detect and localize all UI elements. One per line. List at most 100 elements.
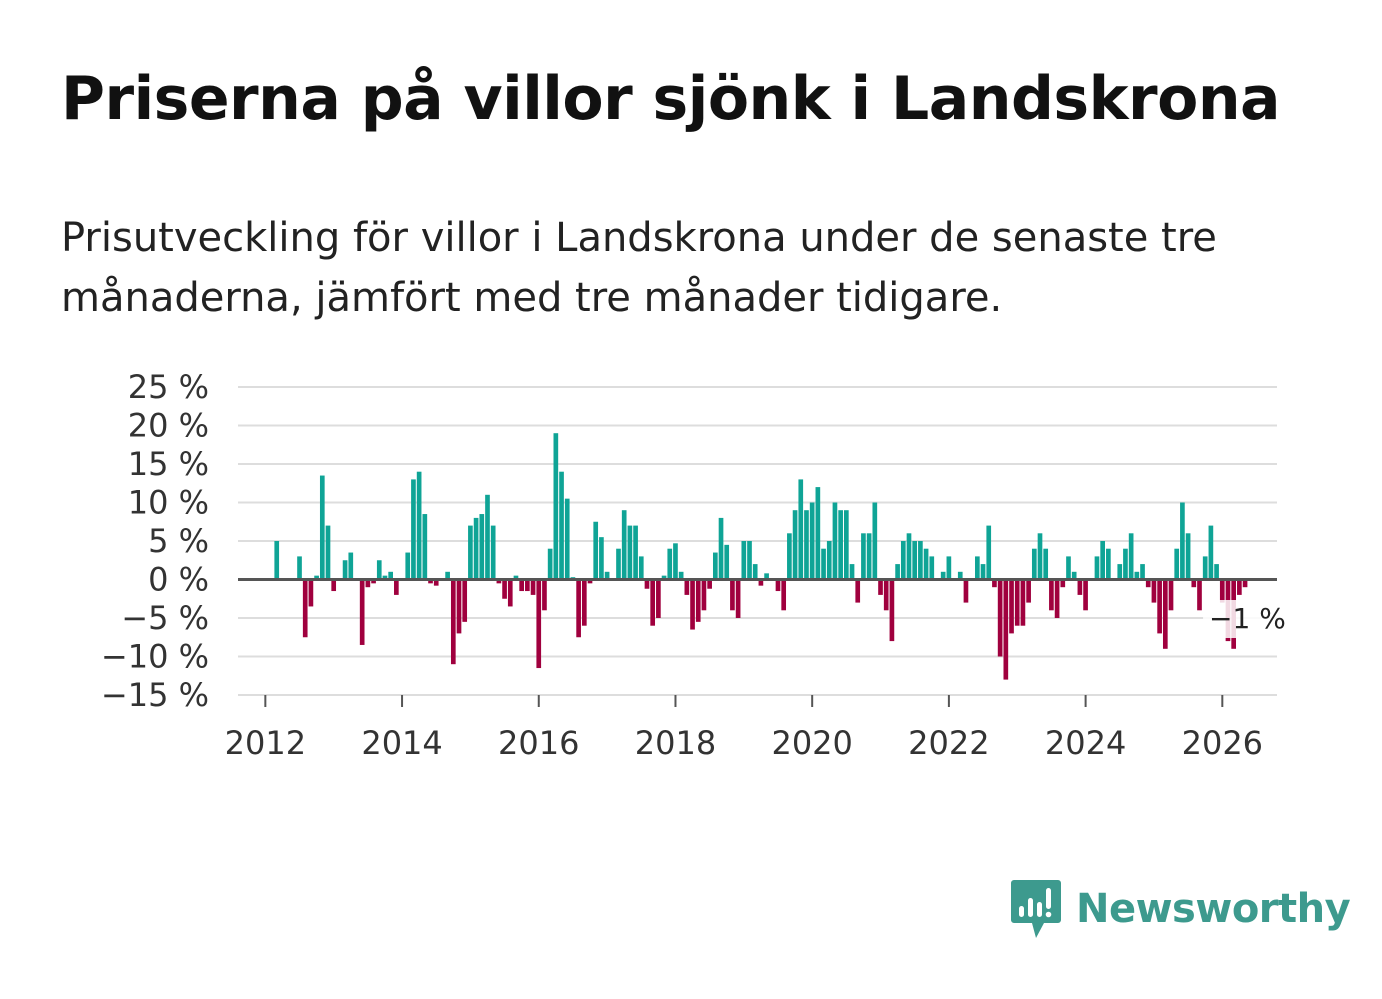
bar	[1191, 579, 1197, 588]
bar	[1049, 579, 1054, 611]
y-tick-label: 10 %	[128, 484, 209, 522]
bar	[1168, 579, 1174, 611]
gridlines	[238, 386, 1277, 696]
bar	[718, 517, 724, 580]
bar	[940, 571, 946, 580]
bar	[576, 579, 581, 638]
bar	[712, 552, 718, 580]
bar	[394, 579, 399, 595]
bar	[957, 571, 963, 580]
bar	[878, 579, 883, 595]
bar	[918, 541, 923, 580]
brand-logo: Newsworthy	[1010, 878, 1351, 940]
bar	[650, 579, 656, 626]
x-axis: 2012 2014 2016 2018 2020 2022 2024 2026	[225, 695, 1263, 762]
bar	[844, 510, 849, 580]
bar	[428, 579, 433, 584]
bar	[1157, 579, 1162, 634]
bar	[513, 575, 519, 580]
bar	[1060, 579, 1066, 588]
bar	[923, 548, 929, 580]
bar	[781, 579, 787, 611]
bar	[433, 579, 439, 586]
brand-name: Newsworthy	[1076, 886, 1351, 932]
bar	[804, 510, 809, 580]
bar	[331, 579, 337, 592]
bar	[900, 541, 906, 580]
bar	[866, 533, 872, 580]
bar	[747, 541, 752, 580]
y-tick-label: −10 %	[101, 638, 209, 676]
bar	[1117, 564, 1123, 580]
bar	[1077, 579, 1083, 595]
bar	[986, 525, 992, 580]
bar	[707, 579, 712, 589]
bar	[422, 514, 428, 580]
bar	[1197, 579, 1202, 611]
bar	[599, 537, 604, 580]
bar	[1014, 579, 1020, 626]
bar	[627, 525, 633, 580]
bar	[274, 541, 280, 580]
bar	[365, 579, 371, 588]
bar	[297, 556, 302, 580]
bar	[559, 471, 564, 580]
bar	[530, 579, 536, 595]
bar	[1162, 579, 1168, 649]
bar	[1094, 556, 1100, 580]
bar	[1134, 571, 1140, 580]
chart-subtitle: Prisutveckling för villor i Landskrona u…	[61, 215, 1217, 321]
page-title: Priserna på villor sjönk i Landskrona	[61, 64, 1281, 134]
annotation-background	[1203, 600, 1292, 638]
bar	[621, 510, 627, 580]
y-tick-label: 0 %	[148, 561, 209, 599]
last-value-annotation: −1 %	[1203, 600, 1292, 638]
bar	[1140, 564, 1145, 580]
bar	[656, 579, 661, 618]
bar	[895, 564, 900, 580]
bar	[490, 525, 496, 580]
bar	[1083, 579, 1088, 611]
x-tick-label: 2026	[1182, 724, 1263, 762]
bar	[485, 494, 490, 580]
bar	[792, 510, 798, 580]
bar	[1202, 556, 1208, 580]
bar	[325, 525, 331, 580]
annotation-label: −1 %	[1209, 602, 1286, 635]
bar	[724, 544, 730, 580]
bar	[661, 575, 667, 580]
bar	[1151, 579, 1157, 603]
bar	[690, 579, 695, 630]
bar	[616, 548, 621, 580]
bar	[1106, 548, 1111, 580]
bar	[758, 579, 764, 586]
y-tick-label: −15 %	[101, 676, 209, 714]
bar	[1180, 502, 1185, 580]
bar	[479, 514, 485, 580]
bar	[314, 575, 319, 580]
bar	[730, 579, 735, 611]
bar	[963, 579, 969, 603]
bar	[342, 560, 348, 580]
bar	[348, 552, 354, 580]
y-tick-label: 25 %	[128, 368, 209, 406]
bar	[809, 502, 815, 580]
bar	[1026, 579, 1031, 603]
bar	[388, 571, 393, 580]
bar	[775, 579, 781, 592]
bar	[405, 552, 411, 580]
bar	[638, 556, 644, 580]
bar	[695, 579, 701, 622]
bar	[302, 579, 308, 638]
bar	[1031, 548, 1037, 580]
bar	[382, 575, 388, 580]
bar	[855, 579, 861, 603]
bar	[701, 579, 707, 611]
bar	[553, 433, 559, 580]
bar	[308, 579, 314, 607]
bar	[798, 479, 804, 580]
bar	[883, 579, 889, 611]
bar	[684, 579, 690, 595]
bar	[644, 579, 650, 589]
bar	[1208, 525, 1214, 580]
